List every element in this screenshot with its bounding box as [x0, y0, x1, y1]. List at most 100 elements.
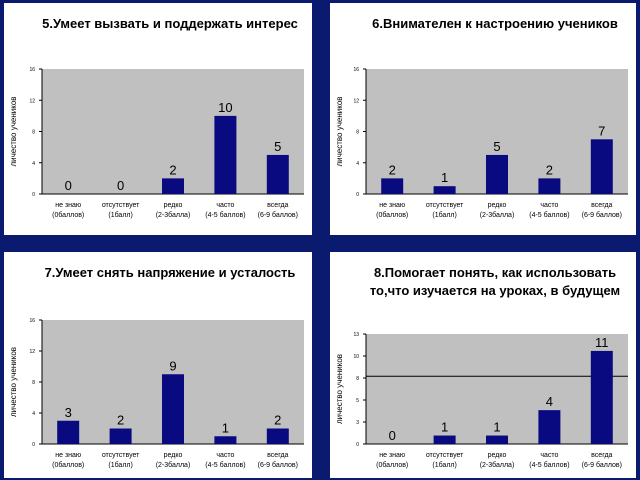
- bar: [109, 428, 132, 444]
- data-label: 2: [169, 162, 176, 177]
- bar: [538, 410, 561, 444]
- x-tick-label: часто: [540, 202, 558, 209]
- x-tick-label: редко: [488, 452, 507, 459]
- bar: [486, 435, 508, 444]
- bar: [214, 115, 237, 194]
- bar: [381, 178, 404, 194]
- bar: [433, 186, 456, 194]
- x-tick-label: (6-9 баллов): [582, 211, 622, 219]
- y-tick-label: 4: [32, 411, 35, 417]
- data-label: 0: [65, 178, 72, 193]
- y-tick-label: 0: [356, 442, 359, 448]
- data-label: 4: [546, 394, 553, 409]
- bar: [162, 178, 184, 194]
- x-tick-label: (4-5 баллов): [205, 211, 245, 219]
- x-tick-label: редко: [488, 202, 507, 209]
- data-label: 2: [117, 413, 124, 428]
- y-tick-label: 16: [29, 67, 35, 73]
- x-tick-label: (1балл): [108, 211, 132, 219]
- x-tick-label: не знаю: [55, 202, 81, 209]
- x-tick-label: (6-9 баллов): [258, 461, 298, 469]
- x-tick-label: (2-3балла): [480, 211, 515, 219]
- x-tick-label: (4-5 баллов): [205, 461, 245, 469]
- x-tick-label: (4-5 баллов): [529, 461, 569, 469]
- x-tick-label: редко: [164, 202, 183, 209]
- bar: [266, 154, 289, 194]
- x-tick-label: всегда: [591, 452, 612, 459]
- y-tick-label: 8: [356, 130, 359, 136]
- data-label: 10: [218, 100, 232, 115]
- bar: [162, 374, 184, 444]
- chart-title: 5.Умеет вызвать и поддержать интерес: [42, 16, 298, 31]
- x-tick-label: часто: [540, 452, 558, 459]
- chart-panel-8: 8.Помогает понять, как использовать то,ч…: [330, 252, 636, 478]
- chart-panel-5: 5.Умеет вызвать и поддержать интерес 0 4 8…: [4, 3, 312, 235]
- x-tick-label: не знаю: [379, 202, 405, 209]
- data-label: 11: [595, 335, 609, 350]
- bar: [590, 139, 613, 194]
- data-label: 3: [65, 405, 72, 420]
- x-tick-label: (1балл): [432, 461, 456, 469]
- y-tick-label: 10: [353, 354, 359, 360]
- chart-panel-6: 6.Внимателен к настроению учеников 0 4 8 12…: [330, 3, 636, 235]
- bar: [590, 350, 613, 444]
- y-tick-label: 3: [356, 420, 359, 426]
- x-tick-label: (2-3балла): [156, 461, 191, 469]
- bar-chart: 0 3 5 8 10 13 личество учеников 0 не знаю (0балло…: [335, 332, 628, 469]
- chart-title: 8.Помогает понять, как использовать то,ч…: [369, 265, 621, 298]
- chart-title: 6.Внимателен к настроению учеников: [372, 16, 618, 31]
- x-tick-label: (0баллов): [376, 461, 408, 469]
- data-label: 7: [598, 123, 605, 138]
- y-tick-label: 13: [353, 332, 359, 338]
- x-tick-label: (4-5 баллов): [529, 211, 569, 219]
- data-label: 2: [546, 162, 553, 177]
- data-label: 5: [274, 139, 281, 154]
- y-tick-label: 12: [29, 98, 35, 104]
- x-tick-label: (0баллов): [376, 211, 408, 219]
- data-label: 2: [389, 162, 396, 177]
- y-tick-label: 8: [356, 376, 359, 382]
- y-tick-label: 0: [32, 442, 35, 448]
- data-label: 1: [441, 170, 448, 185]
- y-axis-label: личество учеников: [335, 354, 344, 424]
- y-axis-label: личество учеников: [9, 96, 18, 166]
- data-label: 5: [493, 139, 500, 154]
- chart-title: 7.Умеет снять напряжение и усталость: [44, 265, 296, 280]
- x-tick-label: отсутствует: [102, 452, 140, 459]
- y-axis-label: личество учеников: [335, 96, 344, 166]
- x-tick-label: (6-9 баллов): [258, 211, 298, 219]
- y-tick-label: 12: [353, 98, 359, 104]
- data-label: 9: [169, 358, 176, 373]
- y-tick-label: 12: [29, 349, 35, 355]
- x-tick-label: всегда: [591, 202, 612, 209]
- x-tick-label: (1балл): [432, 211, 456, 219]
- x-tick-label: отсутствует: [102, 202, 140, 209]
- bar: [433, 435, 456, 444]
- y-tick-label: 4: [356, 161, 359, 167]
- x-tick-label: (1балл): [108, 461, 132, 469]
- chart-panel-7: 7.Умеет снять напряжение и усталость 0 4 8…: [4, 252, 312, 478]
- y-tick-label: 16: [29, 318, 35, 324]
- y-tick-label: 0: [356, 192, 359, 198]
- y-tick-label: 5: [356, 398, 359, 404]
- bar: [57, 420, 80, 444]
- x-tick-label: (0баллов): [52, 211, 84, 219]
- plot-area: [42, 69, 304, 194]
- x-tick-label: часто: [216, 202, 234, 209]
- x-tick-label: (2-3балла): [480, 461, 515, 469]
- x-tick-label: (6-9 баллов): [582, 461, 622, 469]
- x-tick-label: отсутствует: [426, 202, 464, 209]
- x-tick-label: не знаю: [55, 452, 81, 459]
- x-tick-label: (0баллов): [52, 461, 84, 469]
- data-label: 1: [441, 420, 448, 435]
- y-tick-label: 4: [32, 161, 35, 167]
- x-tick-label: часто: [216, 452, 234, 459]
- y-tick-label: 8: [32, 380, 35, 386]
- y-tick-label: 16: [353, 67, 359, 73]
- x-tick-label: редко: [164, 452, 183, 459]
- y-tick-label: 0: [32, 192, 35, 198]
- y-tick-label: 8: [32, 130, 35, 136]
- x-tick-label: всегда: [267, 452, 288, 459]
